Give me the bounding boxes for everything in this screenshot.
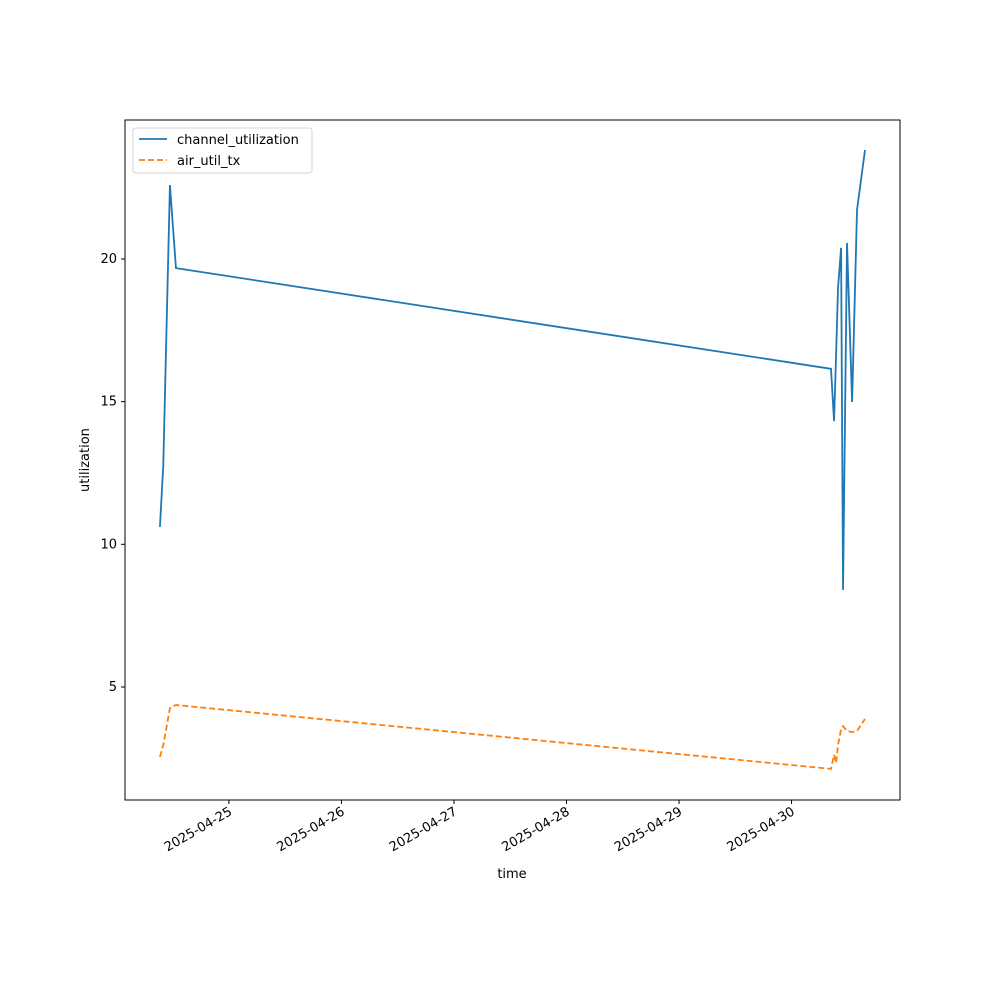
x-tick-label: 2025-04-30: [725, 804, 798, 855]
x-tick-label: 2025-04-28: [500, 804, 573, 855]
x-axis-label: time: [497, 867, 526, 882]
y-axis-label: utilization: [78, 428, 93, 492]
legend-label: air_util_tx: [177, 154, 241, 169]
y-tick-label: 10: [100, 537, 117, 552]
series-line: [159, 704, 866, 770]
x-tick-label: 2025-04-26: [275, 804, 348, 855]
x-tick-label: 2025-04-27: [387, 804, 460, 855]
x-tick-label: 2025-04-29: [612, 804, 685, 855]
legend-label: channel_utilization: [177, 133, 299, 148]
y-tick-label: 15: [100, 395, 117, 410]
plot-frame: [124, 119, 901, 801]
legend-box: [132, 127, 313, 174]
y-tick-label: 5: [109, 680, 117, 695]
y-tick-label: 20: [100, 252, 117, 267]
x-tick-label: 2025-04-25: [162, 804, 235, 855]
series-line: [159, 149, 866, 590]
